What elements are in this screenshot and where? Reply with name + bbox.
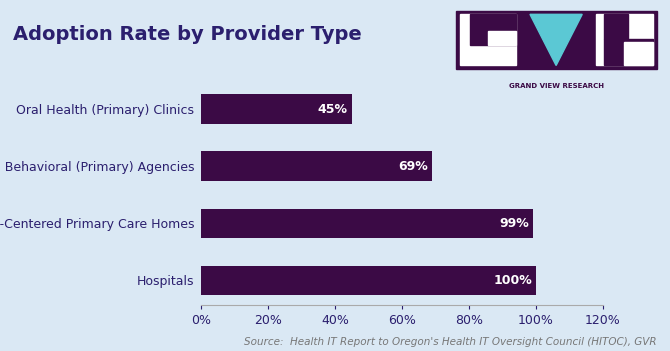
Text: 100%: 100% xyxy=(493,274,532,287)
Bar xyxy=(488,31,516,45)
Bar xyxy=(201,208,533,238)
Bar xyxy=(456,11,657,69)
Bar xyxy=(470,14,516,45)
Bar xyxy=(624,42,653,66)
Bar xyxy=(201,151,432,181)
Text: 99%: 99% xyxy=(499,217,529,230)
Text: Source:  Health IT Report to Oregon's Health IT Oversight Council (HITOC), GVR: Source: Health IT Report to Oregon's Hea… xyxy=(244,338,657,347)
Text: GRAND VIEW RESEARCH: GRAND VIEW RESEARCH xyxy=(509,83,604,90)
Bar xyxy=(596,14,653,66)
Bar xyxy=(604,39,653,66)
Text: 45%: 45% xyxy=(318,102,348,115)
Bar xyxy=(201,94,352,124)
Text: Adoption Rate by Provider Type: Adoption Rate by Provider Type xyxy=(13,25,362,44)
Bar xyxy=(201,266,536,295)
Bar xyxy=(604,14,628,39)
Text: 69%: 69% xyxy=(399,160,428,173)
Polygon shape xyxy=(530,14,582,66)
Bar xyxy=(460,14,516,66)
